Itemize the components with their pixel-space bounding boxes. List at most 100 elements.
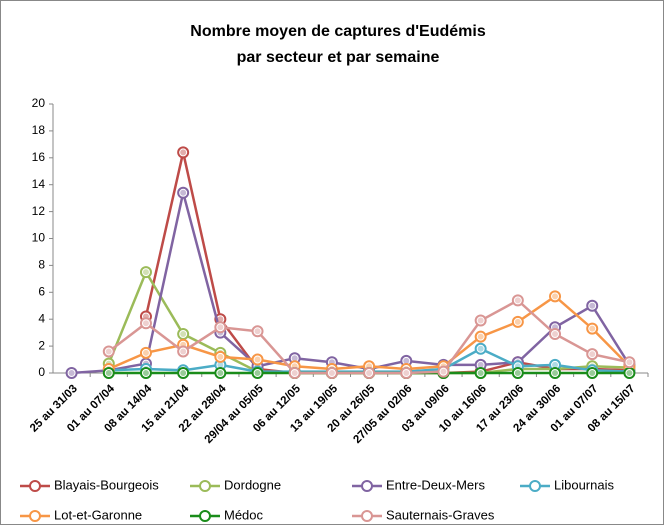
legend-label: Blayais-Bourgeois	[54, 477, 159, 492]
data-point-fill	[477, 370, 484, 376]
chart-title: Nombre moyen de captures d'Eudémis	[190, 23, 486, 40]
data-point-fill	[254, 370, 261, 376]
y-tick-label: 10	[32, 231, 46, 245]
data-point	[177, 345, 190, 358]
data-point-fill	[291, 355, 298, 362]
data-point-fill	[366, 370, 373, 376]
legend-label: Lot-et-Garonne	[54, 507, 142, 522]
data-point	[474, 314, 487, 327]
legend-marker	[29, 510, 41, 522]
data-point	[363, 367, 376, 379]
data-point	[586, 322, 599, 335]
data-point-fill	[477, 345, 484, 352]
y-tick-label: 18	[32, 123, 46, 137]
data-point	[400, 367, 413, 379]
data-point-fill	[589, 302, 596, 309]
data-point-fill	[328, 370, 335, 376]
y-tick-label: 6	[38, 284, 45, 298]
data-point-fill	[68, 370, 75, 376]
data-point-fill	[403, 357, 410, 364]
data-point	[437, 365, 450, 378]
data-point	[623, 356, 636, 369]
data-point	[251, 353, 264, 366]
data-point-fill	[440, 368, 447, 375]
y-tick-label: 4	[38, 311, 45, 325]
data-point	[102, 367, 115, 379]
data-point	[177, 186, 190, 199]
data-point-fill	[180, 189, 187, 196]
data-point	[177, 367, 190, 379]
data-point	[474, 342, 487, 355]
legend-label: Entre-Deux-Mers	[386, 477, 485, 492]
legend-marker	[199, 510, 211, 522]
data-point-fill	[477, 361, 484, 368]
data-point	[549, 290, 562, 303]
data-point-fill	[217, 353, 224, 360]
data-point-fill	[217, 324, 224, 331]
data-point	[586, 299, 599, 312]
y-tick-label: 20	[32, 96, 46, 110]
data-point	[549, 367, 562, 379]
data-point	[474, 330, 487, 343]
data-point-fill	[477, 333, 484, 340]
data-point-fill	[589, 351, 596, 358]
data-point	[511, 294, 524, 307]
y-tick-label: 8	[38, 258, 45, 272]
data-point	[65, 367, 78, 379]
data-point	[586, 367, 599, 379]
data-point-fill	[142, 320, 149, 327]
data-point-fill	[180, 330, 187, 337]
data-point-fill	[254, 328, 261, 335]
data-point	[474, 367, 487, 379]
data-point	[139, 266, 152, 279]
data-point-fill	[589, 370, 596, 376]
y-tick-label: 0	[38, 365, 45, 379]
data-point-fill	[105, 348, 112, 355]
data-point-fill	[180, 370, 187, 376]
data-point-fill	[254, 356, 261, 363]
legend-label: Libournais	[554, 477, 614, 492]
data-point-fill	[514, 297, 521, 304]
y-tick-label: 16	[32, 150, 46, 164]
y-tick-label: 2	[38, 338, 45, 352]
data-point-fill	[217, 370, 224, 376]
data-point	[251, 325, 264, 338]
data-point	[511, 367, 524, 379]
data-point-fill	[552, 330, 559, 337]
series-line	[71, 192, 631, 375]
legend-marker	[361, 480, 373, 492]
data-point-fill	[142, 370, 149, 376]
data-point	[139, 317, 152, 330]
data-point	[251, 367, 264, 379]
data-point-fill	[217, 361, 224, 368]
data-point-fill	[180, 348, 187, 355]
legend-label: Dordogne	[224, 477, 281, 492]
data-point	[139, 346, 152, 359]
data-point	[214, 367, 227, 379]
data-point-fill	[514, 318, 521, 325]
data-point	[102, 345, 115, 358]
data-point	[586, 348, 599, 361]
data-point-fill	[626, 359, 633, 366]
data-point	[214, 321, 227, 334]
y-tick-label: 14	[32, 177, 46, 191]
chart-subtitle: par secteur et par semaine	[237, 49, 440, 66]
data-point-fill	[180, 149, 187, 156]
data-point-fill	[589, 325, 596, 332]
legend-marker	[361, 510, 373, 522]
data-point-fill	[552, 361, 559, 368]
data-point	[177, 146, 190, 159]
data-point-fill	[552, 370, 559, 376]
data-point-fill	[105, 370, 112, 376]
data-point	[288, 367, 301, 379]
data-point-fill	[514, 370, 521, 376]
data-point-fill	[217, 316, 224, 323]
legend-label: Sauternais-Graves	[386, 507, 495, 522]
data-point	[511, 315, 524, 328]
data-point-fill	[291, 370, 298, 376]
legend-marker	[529, 480, 541, 492]
data-point-fill	[403, 370, 410, 376]
data-point-fill	[552, 293, 559, 300]
